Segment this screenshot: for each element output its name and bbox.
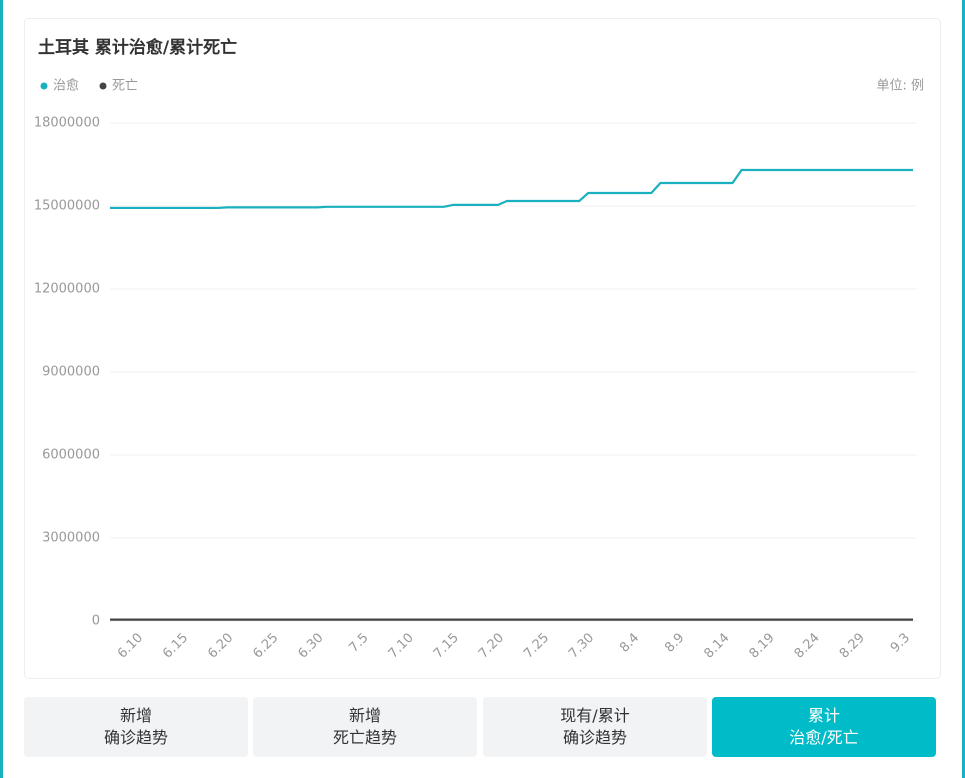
unit-label: 单位: 例 xyxy=(876,79,924,94)
y-tick-label: 6000000 xyxy=(42,448,100,463)
tab-label: 新增 xyxy=(348,706,381,725)
series-line xyxy=(110,168,913,210)
tab-label: 确诊趋势 xyxy=(562,728,627,747)
tab-label: 新增 xyxy=(119,706,152,725)
tab[interactable]: 新增 确诊趋势 xyxy=(24,697,248,757)
tab[interactable]: 新增 死亡趋势 xyxy=(253,697,477,757)
legend-label: 死亡 xyxy=(112,79,138,94)
tab-label: 累计 xyxy=(807,706,840,725)
y-tick-label: 18000000 xyxy=(34,116,100,131)
chart-title: 土耳其 累计治愈/累计死亡 xyxy=(38,37,237,58)
legend-marker xyxy=(99,82,107,90)
tab-label: 确诊趋势 xyxy=(103,728,168,747)
y-tick-label: 15000000 xyxy=(34,199,100,214)
tab-label: 现有/累计 xyxy=(560,706,630,725)
tab-label: 死亡趋势 xyxy=(332,728,397,747)
y-tick-label: 9000000 xyxy=(42,365,100,380)
y-tick-label: 3000000 xyxy=(42,531,100,546)
tab[interactable]: 累计治愈/死亡 xyxy=(712,697,936,757)
legend-marker xyxy=(40,82,48,90)
y-tick-label: 12000000 xyxy=(34,282,100,297)
y-tick-label: 0 xyxy=(92,614,100,629)
tab-label: 治愈/死亡 xyxy=(789,728,859,747)
tab[interactable]: 现有/累计确诊趋势 xyxy=(483,697,707,757)
chart: 土耳其 累计治愈/累计死亡 单位: 例 0 3000000 6000000 90000… xyxy=(24,18,941,679)
legend-label: 治愈 xyxy=(53,79,79,94)
card xyxy=(24,18,941,679)
